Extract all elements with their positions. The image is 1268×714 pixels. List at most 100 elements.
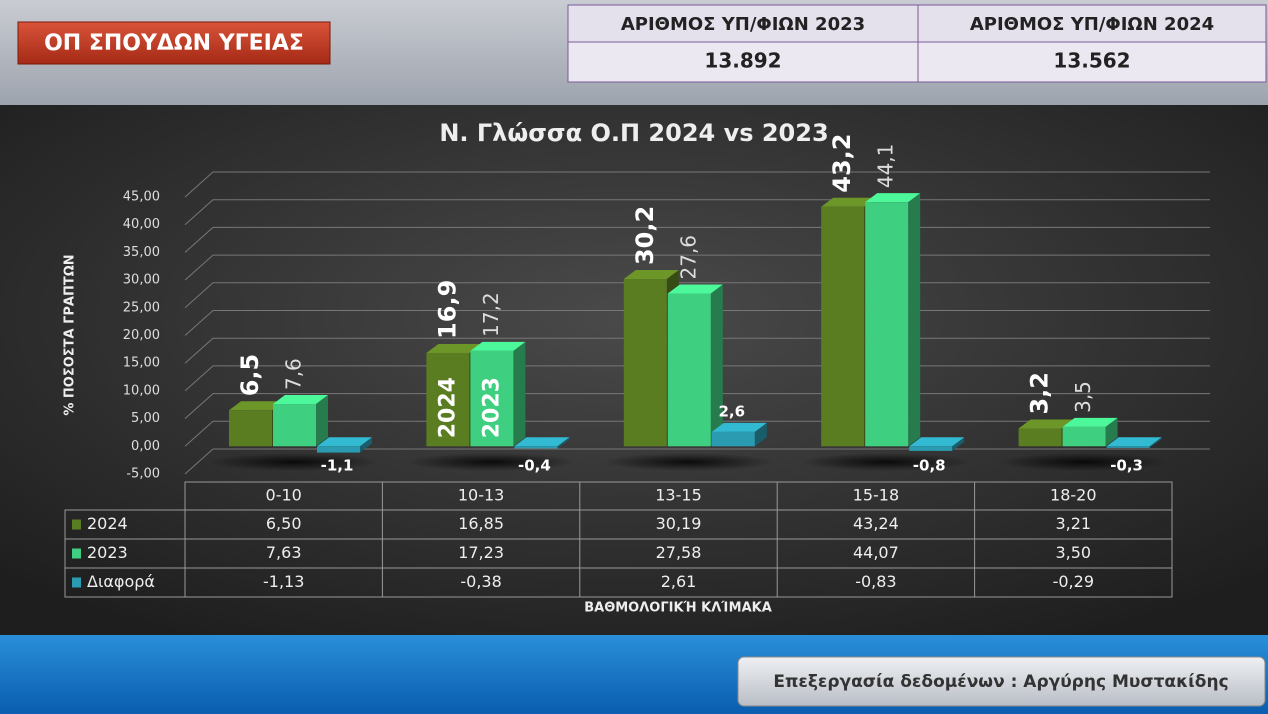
x-tick-label: 0-10	[266, 486, 302, 505]
table-cell: 2,61	[661, 572, 697, 591]
grid-line	[184, 448, 1210, 475]
y-tick-label: 20,00	[123, 328, 160, 343]
bar-side	[557, 437, 570, 449]
header-badge	[17, 21, 331, 65]
table-cell: 30,19	[656, 514, 702, 533]
x-tick-label: 13-15	[655, 486, 702, 505]
table-cell: 16,85	[458, 514, 504, 533]
table-cell: 7,63	[266, 543, 302, 562]
value-label: -0,3	[1110, 457, 1143, 475]
bar-top	[317, 437, 372, 447]
bar	[1062, 426, 1106, 447]
bar-side	[908, 193, 921, 447]
value-label: 43,2	[828, 134, 856, 193]
table-cell: -1,13	[263, 572, 304, 591]
table-cell: 27,58	[656, 543, 702, 562]
legend-swatch	[72, 548, 81, 559]
legend-label: Διαφορά	[87, 572, 155, 591]
plot: -5,00 0,00 5,00 10,00 15,00 20,00 25,00 30,00 35…	[64, 134, 1210, 598]
in-bar-label: 2023	[479, 377, 504, 438]
bar	[623, 279, 667, 447]
legend-label: 2023	[87, 543, 128, 562]
table-cell: -0,83	[855, 572, 896, 591]
y-tick-label: -5,00	[126, 467, 160, 482]
value-label: 3,5	[1071, 381, 1095, 413]
legend-label: 2024	[87, 514, 128, 533]
bar	[229, 410, 272, 447]
table-cell: 6,50	[266, 514, 302, 533]
bar	[711, 431, 755, 447]
stats-value-row	[567, 41, 1267, 83]
bar	[821, 206, 865, 447]
y-axis-label: % ΠΟΣΟΣΤΑ ΓΡΑΠΤΩΝ	[63, 254, 78, 415]
bar	[470, 350, 514, 447]
stats-header: ΑΡΙΘΜΟΣ ΥΠ/ΦΙΩΝ 2024	[970, 14, 1214, 35]
value-label: -0,8	[913, 457, 946, 475]
table-cell: 43,24	[853, 514, 899, 533]
table-cell: 17,23	[458, 543, 504, 562]
bar-top	[470, 341, 526, 351]
bar-top	[229, 401, 284, 411]
floor-shadow	[800, 453, 971, 471]
bar	[426, 352, 470, 447]
y-tick-label: 40,00	[123, 217, 160, 232]
table-cell: -0,29	[1053, 572, 1094, 591]
bar-side	[1149, 437, 1162, 448]
stats-table: ΑΡΙΘΜΟΣ ΥΠ/ΦΙΩΝ 2023 ΑΡΙΘΜΟΣ ΥΠ/ΦΙΩΝ 202…	[567, 4, 1267, 83]
bar-top	[623, 270, 679, 280]
floor-shadow	[998, 453, 1169, 471]
bar-top	[1062, 417, 1118, 427]
value-label: 30,2	[631, 206, 659, 265]
value-label: 44,1	[874, 144, 898, 189]
x-tick-label: 15-18	[853, 486, 900, 505]
bar	[514, 446, 558, 449]
x-axis-label: ΒΑΘΜΟΛΟΓΙΚΉ ΚΛΊΜΑΚΑ	[584, 601, 772, 616]
grid-line	[184, 171, 1210, 198]
bar-top	[1106, 437, 1162, 447]
stats-value: 13.562	[1053, 49, 1130, 73]
y-tick-label: 30,00	[123, 273, 160, 288]
y-tick-label: 35,00	[123, 245, 160, 260]
value-label: 6,5	[236, 354, 264, 397]
bar	[667, 293, 711, 447]
table-cell: -0,38	[460, 572, 501, 591]
floor-shadow	[208, 453, 379, 471]
floor-shadow	[406, 453, 577, 471]
value-label: 16,9	[433, 280, 461, 339]
bar	[865, 202, 909, 447]
bar	[317, 446, 360, 453]
bar	[1106, 446, 1150, 448]
bar-side	[360, 437, 372, 453]
bar-top	[909, 437, 965, 447]
y-tick-label: 25,00	[123, 300, 160, 315]
x-tick-label: 18-20	[1050, 486, 1097, 505]
bar-side	[710, 284, 723, 447]
bar-side	[316, 395, 328, 447]
x-tick-label: 10-13	[458, 486, 505, 505]
bar	[273, 404, 316, 447]
in-bar-label: 2024	[435, 377, 460, 438]
y-tick-label: 0,00	[131, 439, 160, 454]
bar-side	[1105, 417, 1118, 447]
y-tick-label: 10,00	[123, 383, 160, 398]
bar-side	[754, 422, 767, 447]
value-label: 2,6	[719, 402, 746, 420]
bar	[909, 446, 953, 451]
y-tick-label: 45,00	[123, 190, 160, 205]
bar-top	[514, 437, 570, 447]
legend-swatch	[72, 519, 81, 530]
value-label: 17,2	[479, 292, 503, 337]
bar-top	[426, 343, 482, 353]
bar	[1018, 428, 1062, 447]
value-label: 7,6	[282, 358, 306, 390]
bar-top	[865, 193, 921, 203]
bar-side	[952, 437, 965, 451]
floor-shadow	[603, 453, 774, 471]
bar-side	[513, 341, 526, 447]
bar-top	[273, 395, 328, 405]
value-label: 27,6	[676, 235, 700, 280]
stats-header: ΑΡΙΘΜΟΣ ΥΠ/ΦΙΩΝ 2023	[621, 14, 865, 35]
y-tick-label: 5,00	[131, 411, 160, 426]
